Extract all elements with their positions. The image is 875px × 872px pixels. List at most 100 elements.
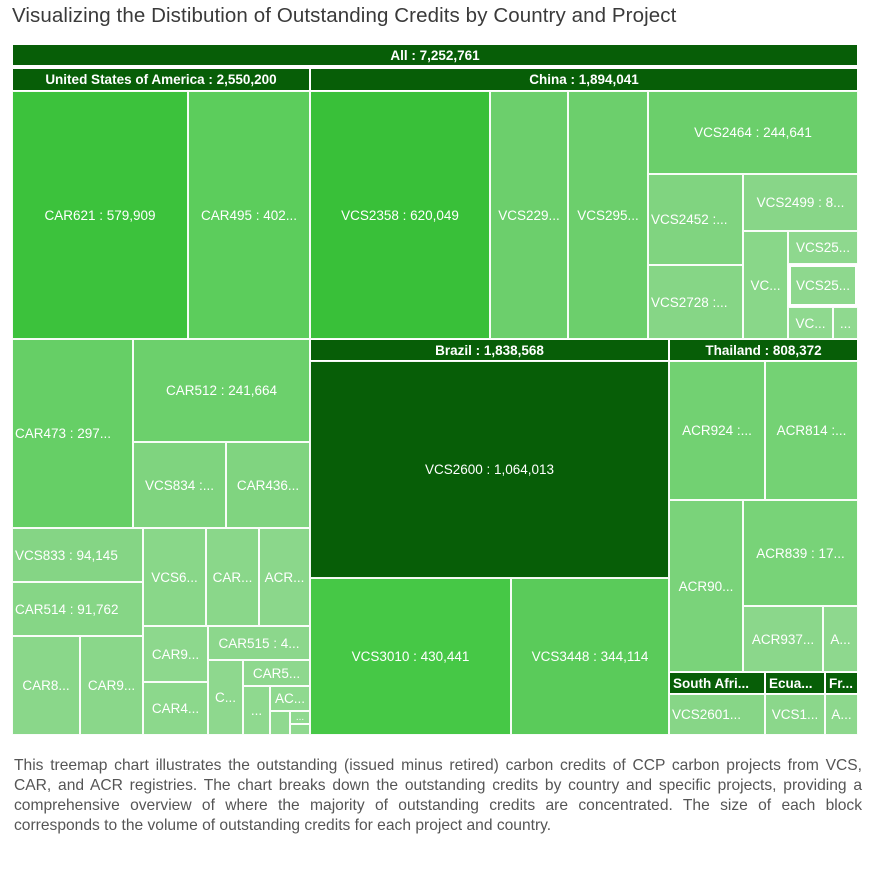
treemap-tile-united-states-of-america-item-21[interactable]: ... xyxy=(290,711,310,724)
tile-label: VCS2600 : 1,064,013 xyxy=(424,462,555,477)
tile-label: VCS834 :... xyxy=(144,477,215,493)
country-header-south-africa[interactable]: South Afri... xyxy=(669,672,765,694)
tile-label: A... xyxy=(830,631,851,647)
treemap-tile-united-states-of-america-acr-10[interactable]: ACR... xyxy=(259,528,310,626)
treemap-tile-china-item-11[interactable]: ... xyxy=(833,307,858,339)
tile-label: CAR5... xyxy=(252,665,301,681)
country-header-ecuador[interactable]: Ecua... xyxy=(765,672,825,694)
treemap-tile-united-states-of-america-car495-1[interactable]: CAR495 : 402... xyxy=(188,91,310,339)
country-header-china[interactable]: China : 1,894,041 xyxy=(310,68,858,91)
treemap-tile-china-vc-10[interactable]: VC... xyxy=(788,307,833,339)
treemap-tile-united-states-of-america-car9-13[interactable]: CAR9... xyxy=(143,626,208,682)
tile-label: VCS3448 : 344,114 xyxy=(531,649,649,664)
treemap-tile-china-vcs2358-0[interactable]: VCS2358 : 620,049 xyxy=(310,91,490,339)
treemap-root-header[interactable]: All : 7,252,761 xyxy=(12,44,858,66)
treemap-tile-brazil-vcs2600-0[interactable]: VCS2600 : 1,064,013 xyxy=(310,361,669,578)
treemap-tile-united-states-of-america-c-16[interactable]: C... xyxy=(208,660,243,735)
country-header-label: Thailand : 808,372 xyxy=(705,342,822,358)
treemap-tile-united-states-of-america-item-20[interactable] xyxy=(270,711,290,735)
treemap-tile-united-states-of-america-car621-0[interactable]: CAR621 : 579,909 xyxy=(12,91,188,339)
treemap-tile-united-states-of-america-vcs6-8[interactable]: VCS6... xyxy=(143,528,206,626)
treemap-tile-china-vcs2499-6[interactable]: VCS2499 : 8... xyxy=(743,174,858,231)
treemap-tile-united-states-of-america-car436-5[interactable]: CAR436... xyxy=(226,442,310,528)
tile-label: VCS833 : 94,145 xyxy=(15,547,118,563)
treemap-tile-thailand-a-5[interactable]: A... xyxy=(823,606,858,672)
tile-label: VCS2601... xyxy=(672,707,742,722)
country-header-united-states-of-america[interactable]: United States of America : 2,550,200 xyxy=(12,68,310,91)
country-header-label: Fr... xyxy=(829,675,854,691)
tile-label: ACR937... xyxy=(751,631,815,647)
treemap-tile-united-states-of-america-item-22[interactable] xyxy=(290,724,310,735)
tile-label: CAR4... xyxy=(151,701,200,716)
country-header-label: Brazil : 1,838,568 xyxy=(435,342,544,358)
treemap-tile-united-states-of-america-car-9[interactable]: CAR... xyxy=(206,528,259,626)
root-header-label: All : 7,252,761 xyxy=(390,47,480,63)
tile-label: VCS1... xyxy=(771,707,819,722)
treemap-tile-china-vcs229-1[interactable]: VCS229... xyxy=(490,91,568,339)
tile-label: ACR814 :... xyxy=(776,423,847,438)
tile-label: CAR9... xyxy=(87,678,136,693)
treemap-tile-brazil-vcs3010-1[interactable]: VCS3010 : 430,441 xyxy=(310,578,511,735)
treemap-tile-china-vcs295-2[interactable]: VCS295... xyxy=(568,91,648,339)
treemap-tile-china-vcs2452-4[interactable]: VCS2452 :... xyxy=(648,174,743,265)
treemap-tile-united-states-of-america-vcs834-4[interactable]: VCS834 :... xyxy=(133,442,226,528)
treemap[interactable]: All : 7,252,761 CAR621 : 579,909 CAR495 : … xyxy=(12,44,858,735)
tile-label: ... xyxy=(250,703,263,718)
tile-label: ... xyxy=(295,712,305,723)
treemap-tile-south-africa-vcs2601-0[interactable]: VCS2601... xyxy=(669,694,765,735)
treemap-tile-thailand-acr924-0[interactable]: ACR924 :... xyxy=(669,361,765,500)
tile-label: CAR9... xyxy=(151,646,200,662)
treemap-tile-united-states-of-america-car4-15[interactable]: CAR4... xyxy=(143,682,208,735)
treemap-tile-china-vcs2464-3[interactable]: VCS2464 : 244,641 xyxy=(648,91,858,174)
tile-label: CAR... xyxy=(212,569,253,585)
treemap-tile-united-states-of-america-car9-12[interactable]: CAR9... xyxy=(80,636,143,735)
treemap-tile-united-states-of-america-car473-2[interactable]: CAR473 : 297... xyxy=(12,339,133,528)
treemap-tile-brazil-vcs3448-2[interactable]: VCS3448 : 344,114 xyxy=(511,578,669,735)
treemap-tile-thailand-acr90-2[interactable]: ACR90... xyxy=(669,500,743,672)
tile-label: CAR515 : 4... xyxy=(218,635,300,651)
country-header-brazil[interactable]: Brazil : 1,838,568 xyxy=(310,339,669,361)
treemap-tile-united-states-of-america-item-18[interactable]: ... xyxy=(243,686,270,735)
tile-label: VCS25... xyxy=(795,240,851,255)
treemap-tile-thailand-acr814-1[interactable]: ACR814 :... xyxy=(765,361,858,500)
treemap-tile-united-states-of-america-car515-14[interactable]: CAR515 : 4... xyxy=(208,626,310,660)
tile-label: VCS2499 : 8... xyxy=(756,195,845,210)
tile-label: VCS2728 :... xyxy=(651,294,728,310)
chart-description: This treemap chart illustrates the outst… xyxy=(14,757,862,834)
tile-label: CAR621 : 579,909 xyxy=(44,207,156,223)
tile-label: CAR512 : 241,664 xyxy=(165,383,278,398)
treemap-tile-united-states-of-america-vcs833-6[interactable]: VCS833 : 94,145 xyxy=(12,528,143,582)
treemap-tile-china-vcs25-8[interactable]: VCS25... xyxy=(788,231,858,264)
tile-label: CAR473 : 297... xyxy=(15,426,112,441)
treemap-tile-china-vcs2728-5[interactable]: VCS2728 :... xyxy=(648,265,743,339)
treemap-tile-united-states-of-america-car5-17[interactable]: CAR5... xyxy=(243,660,310,686)
treemap-tile-thailand-acr839-3[interactable]: ACR839 : 17... xyxy=(743,500,858,606)
tile-label: CAR495 : 402... xyxy=(200,207,298,223)
tile-label: VCS2452 :... xyxy=(651,212,728,227)
country-header-label: South Afri... xyxy=(673,675,749,691)
tile-label: VCS2358 : 620,049 xyxy=(341,207,459,223)
country-header-label: United States of America : 2,550,200 xyxy=(45,72,277,87)
treemap-tile-united-states-of-america-ac-19[interactable]: AC... xyxy=(270,686,310,711)
treemap-tile-thailand-acr937-4[interactable]: ACR937... xyxy=(743,606,823,672)
chart-title: Visualizing the Distibution of Outstandi… xyxy=(12,4,677,27)
tile-label: VCS229... xyxy=(498,207,560,223)
treemap-tile-france-a-0[interactable]: A... xyxy=(825,694,858,735)
tile-label: CAR436... xyxy=(236,477,300,493)
treemap-tile-united-states-of-america-car8-11[interactable]: CAR8... xyxy=(12,636,80,735)
tile-label: C... xyxy=(214,690,236,705)
country-header-france[interactable]: Fr... xyxy=(825,672,858,694)
country-header-thailand[interactable]: Thailand : 808,372 xyxy=(669,339,858,361)
treemap-tile-united-states-of-america-car512-3[interactable]: CAR512 : 241,664 xyxy=(133,339,310,442)
treemap-tile-ecuador-vcs1-0[interactable]: VCS1... xyxy=(765,694,825,735)
tile-label: ACR... xyxy=(264,569,305,585)
tile-label: A... xyxy=(831,707,852,722)
tile-label: CAR514 : 91,762 xyxy=(15,601,119,617)
tile-label: VCS2464 : 244,641 xyxy=(694,125,812,140)
treemap-tile-china-vc-7[interactable]: VC... xyxy=(743,231,788,339)
tile-label: ACR90... xyxy=(678,578,734,594)
treemap-tile-china-vcs25-9[interactable]: VCS25... xyxy=(788,264,858,307)
treemap-tile-united-states-of-america-car514-7[interactable]: CAR514 : 91,762 xyxy=(12,582,143,636)
tile-label: VC... xyxy=(795,315,826,331)
tile-label: VC... xyxy=(750,277,781,293)
